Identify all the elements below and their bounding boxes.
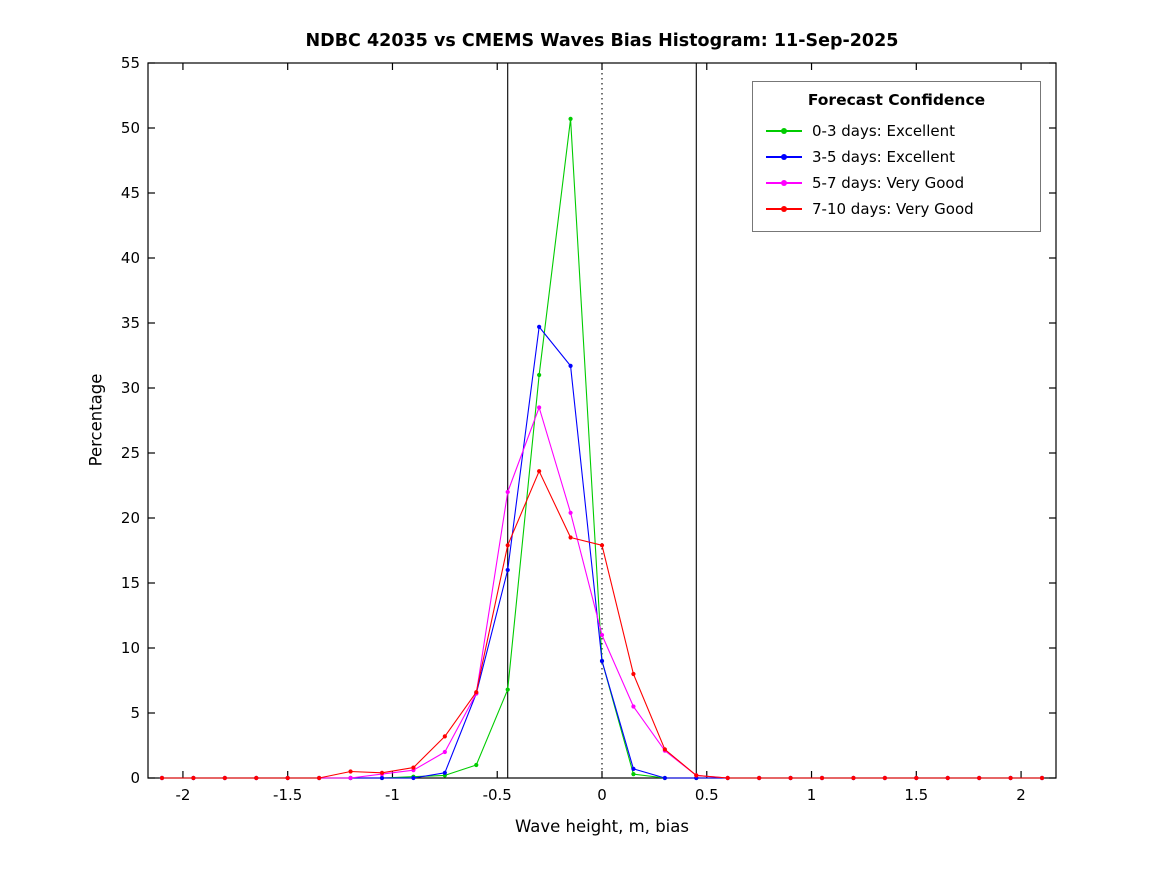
x-tick-label: 0 — [597, 786, 607, 804]
series-marker — [411, 765, 416, 770]
x-axis-label: Wave height, m, bias — [515, 817, 689, 836]
legend-entry-label: 3-5 days: Excellent — [812, 148, 956, 166]
series-marker — [191, 775, 196, 781]
legend-marker-dot — [781, 128, 787, 134]
legend-entry: 7-10 days: Very Good — [753, 196, 1040, 222]
series-marker — [474, 690, 479, 695]
legend-line-sample — [766, 128, 802, 134]
series-marker — [662, 747, 667, 752]
series-marker — [442, 770, 447, 775]
series-line — [161, 326, 1043, 779]
x-tick-label: -0.5 — [482, 786, 512, 804]
series-marker — [505, 687, 510, 692]
series-marker — [317, 775, 322, 781]
series-marker — [537, 372, 542, 378]
x-tick-label: 2 — [1016, 786, 1026, 804]
legend-entry: 5-7 days: Very Good — [753, 170, 1040, 196]
series-marker — [977, 775, 982, 781]
series-marker — [694, 773, 699, 778]
legend-line-sample — [766, 206, 802, 212]
y-tick-label: 0 — [130, 769, 140, 787]
x-tick-label: 1 — [806, 786, 817, 804]
legend-entry: 3-5 days: Excellent — [753, 144, 1040, 170]
y-tick-label: 55 — [120, 54, 140, 72]
y-tick-label: 20 — [120, 509, 140, 527]
series-marker — [914, 775, 919, 781]
series-marker — [285, 775, 290, 781]
series-marker — [599, 658, 605, 664]
x-tick-label: 0.5 — [694, 786, 719, 804]
x-tick-label: -1 — [384, 786, 400, 804]
series-marker — [474, 762, 479, 768]
series-marker — [1039, 775, 1045, 781]
series-marker — [222, 775, 227, 781]
y-tick-label: 40 — [120, 249, 140, 267]
series-marker — [1008, 775, 1013, 781]
x-tick-label: -1.5 — [273, 786, 303, 804]
series-marker — [505, 567, 510, 573]
series-marker — [537, 324, 542, 329]
series-marker — [568, 363, 573, 368]
series-marker — [631, 772, 636, 777]
series-marker — [819, 775, 825, 781]
legend-entry-label: 5-7 days: Very Good — [812, 174, 965, 192]
series-marker — [379, 770, 385, 775]
series-line — [161, 470, 1043, 779]
series-marker — [568, 510, 573, 515]
legend-title: Forecast Confidence — [807, 91, 986, 109]
legend-marker-dot — [781, 180, 787, 186]
series-marker — [631, 766, 636, 772]
series-marker — [442, 749, 447, 755]
series-marker — [254, 775, 259, 781]
x-tick-label: 1.5 — [904, 786, 929, 804]
y-tick-label: 10 — [120, 639, 140, 657]
series-marker — [348, 769, 353, 774]
series-marker — [631, 704, 636, 709]
series-marker — [851, 775, 856, 781]
series-marker — [442, 734, 447, 739]
y-tick-label: 35 — [120, 314, 140, 332]
x-tick-label: -2 — [175, 786, 191, 804]
series-marker — [568, 535, 573, 540]
chart-title: NDBC 42035 vs CMEMS Waves Bias Histogram… — [305, 31, 899, 51]
y-tick-label: 50 — [120, 119, 140, 137]
legend-line-sample — [766, 154, 802, 160]
series-marker — [505, 489, 510, 495]
series-marker — [599, 632, 605, 638]
series-marker — [945, 775, 950, 781]
series-marker — [631, 671, 636, 677]
series-marker — [411, 775, 416, 781]
series-marker — [159, 775, 165, 781]
series-marker — [537, 469, 542, 474]
y-tick-label: 30 — [120, 379, 140, 397]
series-marker — [757, 775, 762, 781]
y-tick-label: 5 — [130, 704, 140, 722]
legend-line-sample — [766, 180, 802, 186]
y-tick-label: 25 — [120, 444, 140, 462]
series-marker — [599, 543, 605, 548]
y-tick-label: 45 — [120, 184, 140, 202]
legend-entry: 0-3 days: Excellent — [753, 118, 1040, 144]
legend-marker-dot — [781, 206, 787, 212]
series-marker — [348, 775, 353, 781]
series-marker — [505, 543, 510, 548]
legend-box: Forecast Confidence 0-3 days: Excellent 3… — [752, 81, 1041, 232]
legend-marker-dot — [781, 154, 787, 160]
legend-entry-label: 7-10 days: Very Good — [812, 200, 974, 218]
series-marker — [568, 116, 573, 121]
legend-entries: 0-3 days: Excellent 3-5 days: Excellent 5-… — [753, 118, 1040, 222]
legend-entry-label: 0-3 days: Excellent — [812, 122, 956, 140]
series-marker — [537, 405, 542, 410]
series-marker — [725, 775, 730, 781]
y-tick-label: 15 — [120, 574, 140, 592]
series-marker — [882, 775, 887, 781]
series-marker — [379, 775, 385, 781]
series-marker — [788, 775, 793, 781]
series-marker — [662, 775, 667, 781]
